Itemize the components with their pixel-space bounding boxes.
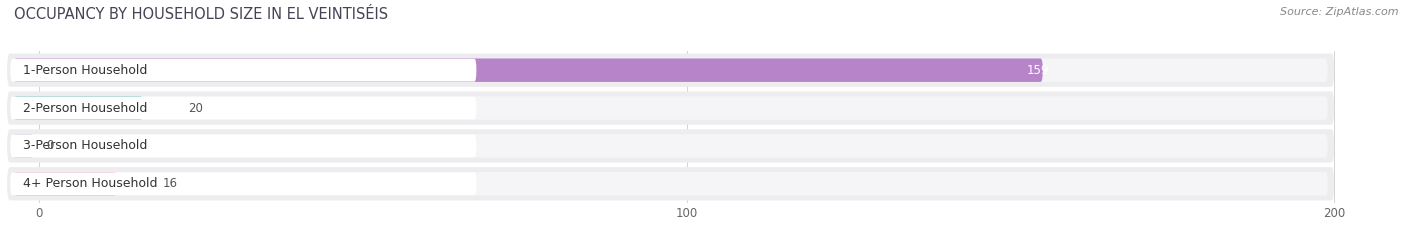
FancyBboxPatch shape	[14, 134, 1327, 158]
FancyBboxPatch shape	[14, 172, 117, 195]
FancyBboxPatch shape	[7, 129, 1334, 163]
Text: 1-Person Household: 1-Person Household	[24, 64, 148, 77]
Text: 3-Person Household: 3-Person Household	[24, 139, 148, 152]
FancyBboxPatch shape	[10, 135, 477, 157]
FancyBboxPatch shape	[10, 172, 477, 195]
FancyBboxPatch shape	[10, 97, 477, 119]
Text: 4+ Person Household: 4+ Person Household	[24, 177, 157, 190]
FancyBboxPatch shape	[7, 91, 1334, 125]
FancyBboxPatch shape	[14, 58, 1043, 82]
Text: 20: 20	[188, 102, 204, 115]
FancyBboxPatch shape	[14, 172, 1327, 195]
Text: 2-Person Household: 2-Person Household	[24, 102, 148, 115]
FancyBboxPatch shape	[14, 134, 32, 158]
Text: 0: 0	[46, 139, 53, 152]
FancyBboxPatch shape	[7, 54, 1334, 87]
FancyBboxPatch shape	[14, 96, 143, 120]
FancyBboxPatch shape	[7, 167, 1334, 200]
Text: 16: 16	[163, 177, 177, 190]
FancyBboxPatch shape	[14, 96, 1327, 120]
FancyBboxPatch shape	[10, 59, 477, 82]
FancyBboxPatch shape	[14, 58, 1327, 82]
Text: OCCUPANCY BY HOUSEHOLD SIZE IN EL VEINTISÉIS: OCCUPANCY BY HOUSEHOLD SIZE IN EL VEINTI…	[14, 7, 388, 22]
Text: 159: 159	[1026, 64, 1049, 77]
Text: Source: ZipAtlas.com: Source: ZipAtlas.com	[1281, 7, 1399, 17]
